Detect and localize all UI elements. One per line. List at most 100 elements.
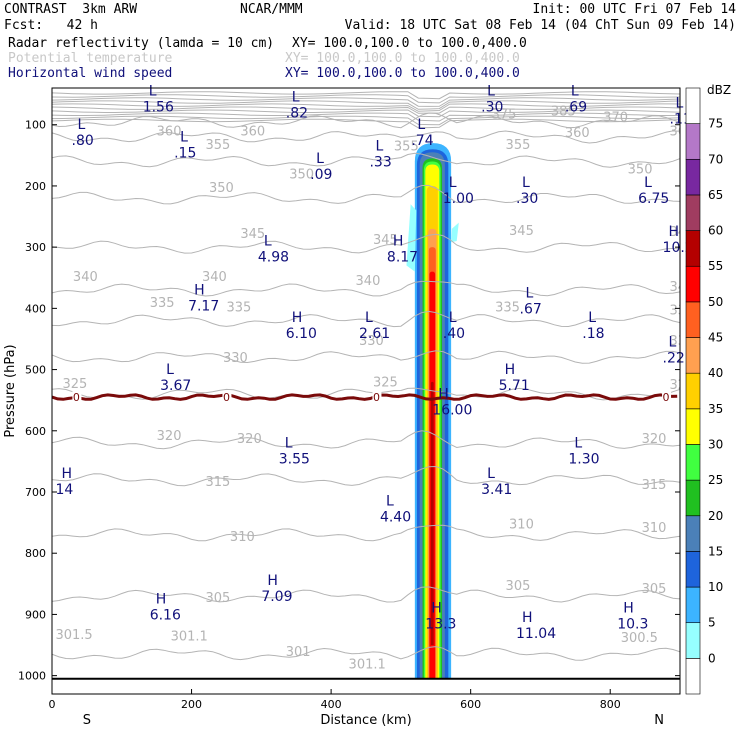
colorbar-level-label: 55 — [708, 259, 723, 273]
field-theta-xy: XY= 100.0,100.0 to 100.0,400.0 — [285, 51, 520, 66]
wind-extremum-high-letter: H — [505, 362, 516, 378]
wind-extremum-low-letter: L — [180, 129, 188, 145]
field-wind-xy: XY= 100.0,100.0 to 100.0,400.0 — [285, 66, 520, 81]
colorbar-segment — [685, 265, 701, 303]
colorbar-level-label: 25 — [708, 473, 723, 487]
wind-extremum-value: 1.56 — [143, 99, 174, 115]
theta-label: 330 — [223, 351, 248, 366]
colorbar-level-label: 20 — [708, 509, 723, 523]
theta-contour-strat — [52, 109, 680, 118]
wind-extremum-value: 11.04 — [516, 626, 556, 642]
colorbar-level-label: 60 — [708, 224, 723, 238]
theta-label: 325 — [373, 376, 398, 391]
colorbar-segment — [685, 622, 701, 659]
wind-extremum-high-letter: H — [431, 601, 442, 617]
wind-extremum-value: 3.41 — [481, 482, 512, 498]
wind-extrema-layer: L1.56L.82L.74L.30L.69 L.11L.80 L.15 L.33L.0… — [55, 83, 693, 641]
wind-extremum-high-letter: H — [61, 466, 72, 482]
theta-label: 335 — [226, 300, 251, 315]
x-tick-label: 400 — [321, 698, 342, 711]
zero-label: 0 — [373, 391, 380, 404]
theta-contour-360 — [52, 130, 680, 144]
wind-extremum-high-letter: H — [393, 233, 404, 249]
theta-label: 345 — [373, 233, 398, 248]
reflectivity-anvil-west — [406, 204, 417, 272]
theta-label: 301.5 — [55, 628, 92, 643]
theta-label: 330 — [359, 334, 384, 349]
colorbar-level-label: 45 — [708, 331, 723, 345]
wind-extremum-value: .82 — [286, 106, 308, 122]
colorbar-level-label: 30 — [708, 437, 723, 451]
wind-extremum-high-letter: H — [522, 610, 533, 626]
wind-extremum-low-letter: L — [149, 83, 157, 99]
zero-label-bg — [72, 391, 82, 403]
wind-extremum-value: 6.16 — [150, 607, 181, 623]
theta-label: 385 — [551, 105, 576, 120]
theta-label: 355 — [206, 138, 231, 153]
theta-label: 370 — [603, 111, 628, 126]
valid-time: Valid: 18 UTC Sat 08 Feb 14 (04 ChT Sun … — [344, 18, 736, 33]
wind-extremum-low-letter: L — [588, 310, 596, 326]
wind-extremum-value: 1.00 — [443, 191, 474, 207]
y-tick-label: 800 — [25, 547, 46, 560]
wind-extremum-value: .69 — [565, 99, 587, 115]
zero-label: 0 — [73, 391, 80, 404]
theta-contour-strat — [52, 103, 680, 112]
wind-extremum-low-letter: L — [669, 334, 677, 350]
field-theta: Potential temperature — [8, 51, 173, 66]
colorbar-segment — [685, 515, 701, 552]
theta-label: 305 — [642, 582, 667, 597]
theta-label: 301.1 — [349, 657, 386, 672]
wind-extremum-value: .40 — [443, 326, 465, 342]
axes-layer: 100 200 300 400 500 600 700 800 900 1000 0 200 400 60… — [3, 87, 681, 728]
wind-extremum-low-letter: L — [487, 83, 495, 99]
wind-extremum-value: 8.17 — [387, 249, 418, 265]
y-tick-label: 300 — [25, 241, 46, 254]
colorbar-level-label: 10 — [708, 580, 723, 594]
wind-extremum-value: .74 — [411, 133, 433, 149]
theta-label: 375 — [492, 108, 517, 123]
theta-label: 345 — [240, 227, 265, 242]
y-tick-label: 500 — [25, 364, 46, 377]
zero-label-bg — [222, 391, 232, 403]
theta-label: 340 — [670, 280, 695, 295]
theta-label: 335 — [150, 296, 175, 311]
wind-extremum-value: 4.40 — [380, 510, 411, 526]
theta-label: 325 — [62, 377, 87, 392]
wind-extremum-high-letter: H — [669, 224, 680, 240]
zero-label: 0 — [663, 391, 670, 404]
wind-extremum-low-letter: L — [522, 175, 530, 191]
wind-extremum-value: 1.30 — [568, 451, 599, 467]
theta-contour-layer: 360 360 355 355 355 360 360 350 350 350 345 345 345 3… — [52, 91, 695, 672]
theta-contour-strat — [52, 112, 680, 122]
theta-label: 360 — [670, 125, 695, 140]
colorbar-level-label: 50 — [708, 295, 723, 309]
y-axis-title: Pressure (hPa) — [3, 344, 18, 437]
theta-label: 360 — [157, 125, 182, 140]
colorbar-segment — [685, 123, 701, 160]
theta-contour-strat — [52, 118, 680, 129]
colorbar-segment — [685, 479, 701, 517]
theta-contour-335 — [52, 310, 680, 328]
colorbar-segment — [685, 337, 701, 374]
field-reflectivity-xy: XY= 100.0,100.0 to 100.0,400.0 — [292, 36, 527, 51]
wind-extremum-value: .22 — [663, 350, 685, 366]
theta-contour-strat — [52, 94, 680, 104]
theta-contour-330 — [52, 350, 680, 364]
theta-contour-315 — [52, 465, 680, 487]
theta-contour-355 — [52, 152, 680, 168]
theta-contour-301 — [52, 646, 680, 661]
wind-extremum-value: 6.10 — [286, 326, 317, 342]
wind-extremum-low-letter: L — [449, 310, 457, 326]
x-end-label-south: S — [83, 713, 91, 728]
reflectivity-anvil-east — [451, 222, 459, 243]
theta-label: 315 — [642, 478, 667, 493]
theta-contour-strat — [52, 115, 680, 126]
theta-contour-350 — [52, 184, 680, 205]
wind-extremum-low-letter: L — [316, 151, 324, 167]
colorbar-level-label: 70 — [708, 152, 723, 166]
x-tick-label: 200 — [181, 698, 202, 711]
wind-extremum-low-letter: L — [487, 466, 495, 482]
theta-label: 335 — [495, 300, 520, 315]
